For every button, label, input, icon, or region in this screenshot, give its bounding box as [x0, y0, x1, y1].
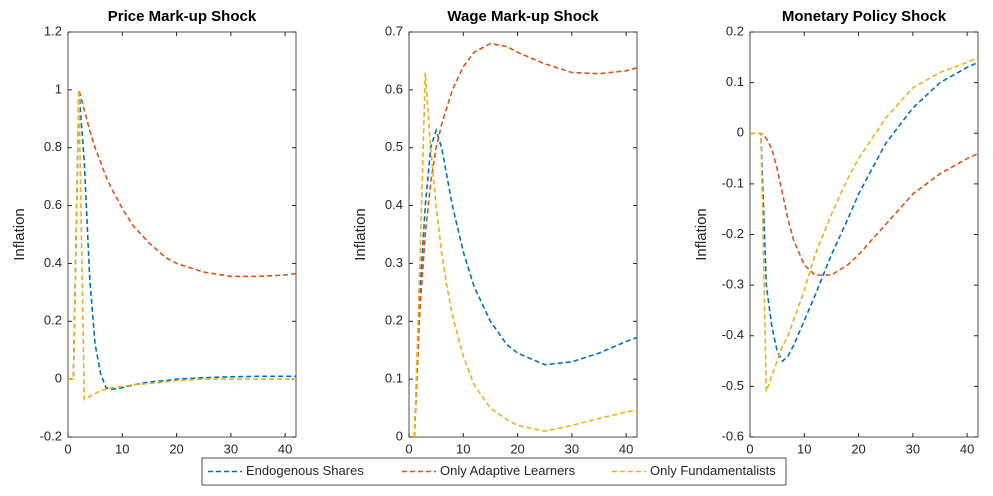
x-tick-label: 0 [405, 441, 412, 456]
plot-area [67, 31, 297, 438]
y-tick-label: 0.8 [44, 139, 62, 154]
y-tick-label: -0.4 [722, 327, 744, 342]
y-tick-label: 0.5 [385, 139, 403, 154]
y-tick-label: -0.6 [722, 428, 744, 443]
y-tick-label: 0.2 [44, 313, 62, 328]
series-line [68, 89, 296, 391]
plot-area [749, 31, 979, 438]
y-tick-label: -0.3 [722, 277, 744, 292]
x-tick-label: 20 [851, 441, 865, 456]
y-tick-label: 0.1 [385, 371, 403, 386]
y-tick-label: -0.5 [722, 378, 744, 393]
legend-label: Only Fundamentalists [650, 463, 776, 478]
legend-label: Only Adaptive Learners [440, 463, 576, 478]
x-tick-label: 30 [906, 441, 920, 456]
x-tick-label: 10 [797, 441, 811, 456]
legend-label: Endogenous Shares [246, 463, 364, 478]
series-line [68, 89, 297, 380]
chart-title: Wage Mark-up Shock [447, 8, 599, 25]
x-tick-label: 40 [619, 441, 633, 456]
x-tick-label: 30 [565, 441, 579, 456]
y-tick-label: 0 [55, 371, 62, 386]
x-tick-label: 0 [64, 441, 71, 456]
y-tick-label: 0 [396, 428, 403, 443]
y-axis-label: Inflation [693, 208, 710, 261]
y-tick-label: 0.4 [44, 255, 62, 270]
series-line [68, 89, 296, 401]
y-tick-label: 0.2 [385, 313, 403, 328]
y-axis-label: Inflation [11, 208, 28, 261]
x-tick-label: 10 [456, 441, 470, 456]
series-line [413, 42, 638, 438]
y-tick-label: 0.7 [385, 23, 403, 38]
y-tick-label: 1.2 [44, 23, 62, 38]
series-line [750, 132, 979, 276]
y-tick-label: 0.3 [385, 255, 403, 270]
y-tick-label: 0.2 [726, 23, 744, 38]
y-tick-label: 0.6 [44, 197, 62, 212]
y-tick-label: 0.4 [385, 197, 403, 212]
x-tick-label: 20 [510, 441, 524, 456]
series-line [413, 127, 638, 438]
plot-area [408, 31, 638, 438]
x-tick-label: 20 [169, 441, 183, 456]
y-tick-label: -0.2 [40, 428, 62, 443]
x-tick-label: 30 [224, 441, 238, 456]
x-tick-label: 40 [278, 441, 292, 456]
chart-title: Monetary Policy Shock [782, 8, 947, 25]
x-tick-label: 10 [115, 441, 129, 456]
x-tick-label: 40 [960, 441, 974, 456]
series-line [750, 56, 979, 392]
series-line [413, 72, 638, 438]
series-line [750, 61, 979, 363]
legend-box [201, 457, 787, 486]
y-tick-label: 0 [737, 125, 744, 140]
y-tick-label: -0.1 [722, 175, 744, 190]
x-tick-label: 0 [746, 441, 753, 456]
y-tick-label: -0.2 [722, 226, 744, 241]
y-axis-label: Inflation [352, 208, 369, 261]
chart-title: Price Mark-up Shock [108, 8, 257, 25]
y-tick-label: 1 [55, 81, 62, 96]
y-tick-label: 0.1 [726, 74, 744, 89]
y-tick-label: 0.6 [385, 81, 403, 96]
